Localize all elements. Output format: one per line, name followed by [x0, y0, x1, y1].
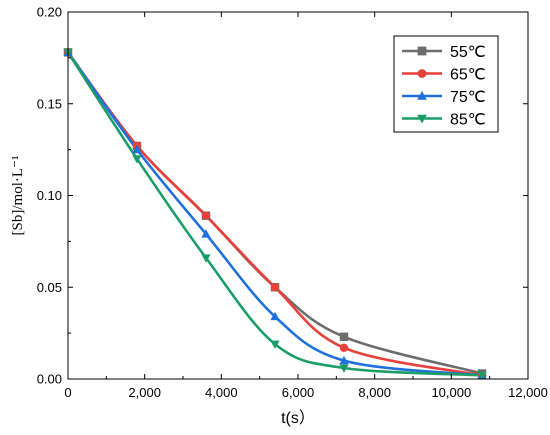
- x-tick-label: 12,000: [508, 385, 548, 400]
- x-tick-label: 2,000: [128, 385, 161, 400]
- x-tick-label: 4,000: [205, 385, 238, 400]
- series-4-point: [201, 254, 211, 263]
- series-2-point: [270, 283, 280, 292]
- legend-marker: [417, 114, 427, 124]
- legend-marker: [417, 46, 427, 56]
- legend-label: 85℃: [450, 112, 486, 129]
- series-4-curve: [66, 51, 484, 377]
- x-tick-label: 8,000: [358, 385, 391, 400]
- x-tick-label: 6,000: [282, 385, 315, 400]
- x-axis-title: t(s）: [281, 409, 315, 427]
- series-4-point: [339, 364, 349, 373]
- series-markers: [63, 47, 487, 381]
- series-curves: [66, 51, 484, 377]
- y-tick-label: 0.15: [37, 96, 62, 111]
- legend-label: 65℃: [450, 67, 486, 84]
- y-tick-label: 0.05: [37, 280, 62, 295]
- series-3-point: [339, 355, 349, 365]
- y-axis-title: [Sb]/mol·L⁻¹: [10, 156, 26, 236]
- y-axis: 0.00 0.05 0.10 0.15 0.20: [37, 5, 528, 387]
- x-axis: 0 2,000 4,000 6,000 8,000 10,000 12,000: [64, 12, 548, 400]
- y-tick-label: 0.20: [37, 5, 62, 20]
- x-tick-label: 10,000: [431, 385, 471, 400]
- series-2-point: [201, 211, 211, 220]
- series-4-point: [270, 340, 280, 349]
- series-4-point: [132, 155, 142, 164]
- series-2-point: [339, 343, 349, 353]
- series-1-point: [339, 332, 349, 341]
- series-3-point: [201, 229, 211, 238]
- y-tick-label: 0.00: [37, 372, 62, 387]
- legend-label: 75℃: [450, 89, 486, 106]
- series-3-curve: [66, 51, 484, 377]
- legend-marker: [417, 90, 427, 100]
- series-2-curve: [66, 51, 484, 377]
- series-3-point: [270, 311, 280, 321]
- series-4-point: [477, 371, 487, 381]
- x-tick-label: 0: [64, 385, 71, 400]
- legend-marker: [417, 69, 427, 78]
- series-3-point: [132, 144, 142, 154]
- y-tick-label: 0.10: [37, 188, 62, 203]
- legend-label: 55℃: [450, 44, 486, 61]
- legend: 55℃ 65℃ 75℃ 85℃: [393, 35, 499, 133]
